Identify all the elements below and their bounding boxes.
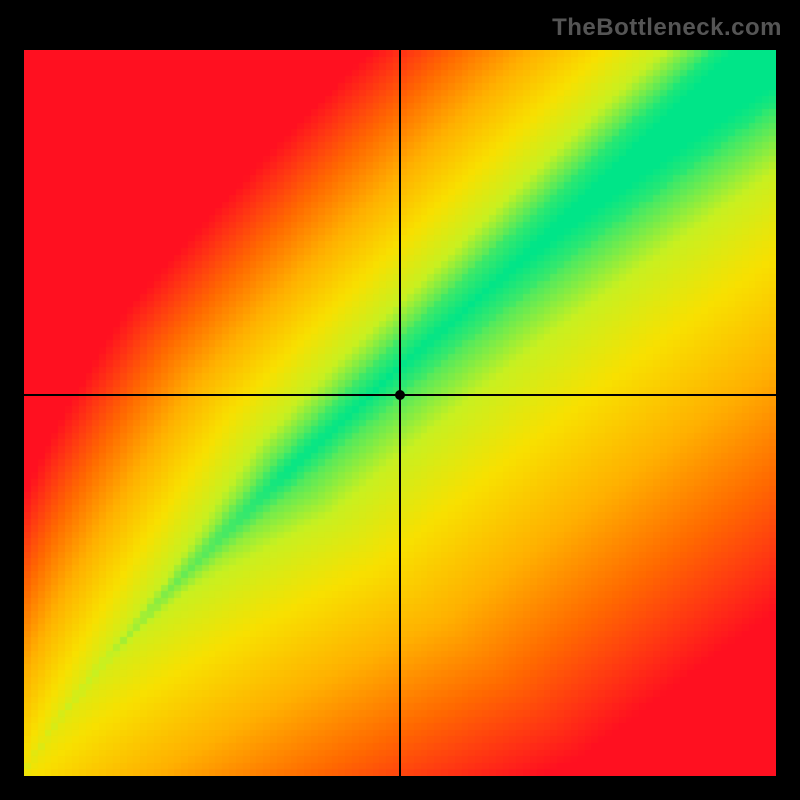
crosshair-vertical (399, 50, 401, 776)
watermark-text: TheBottleneck.com (552, 14, 782, 42)
crosshair-point (395, 390, 405, 400)
